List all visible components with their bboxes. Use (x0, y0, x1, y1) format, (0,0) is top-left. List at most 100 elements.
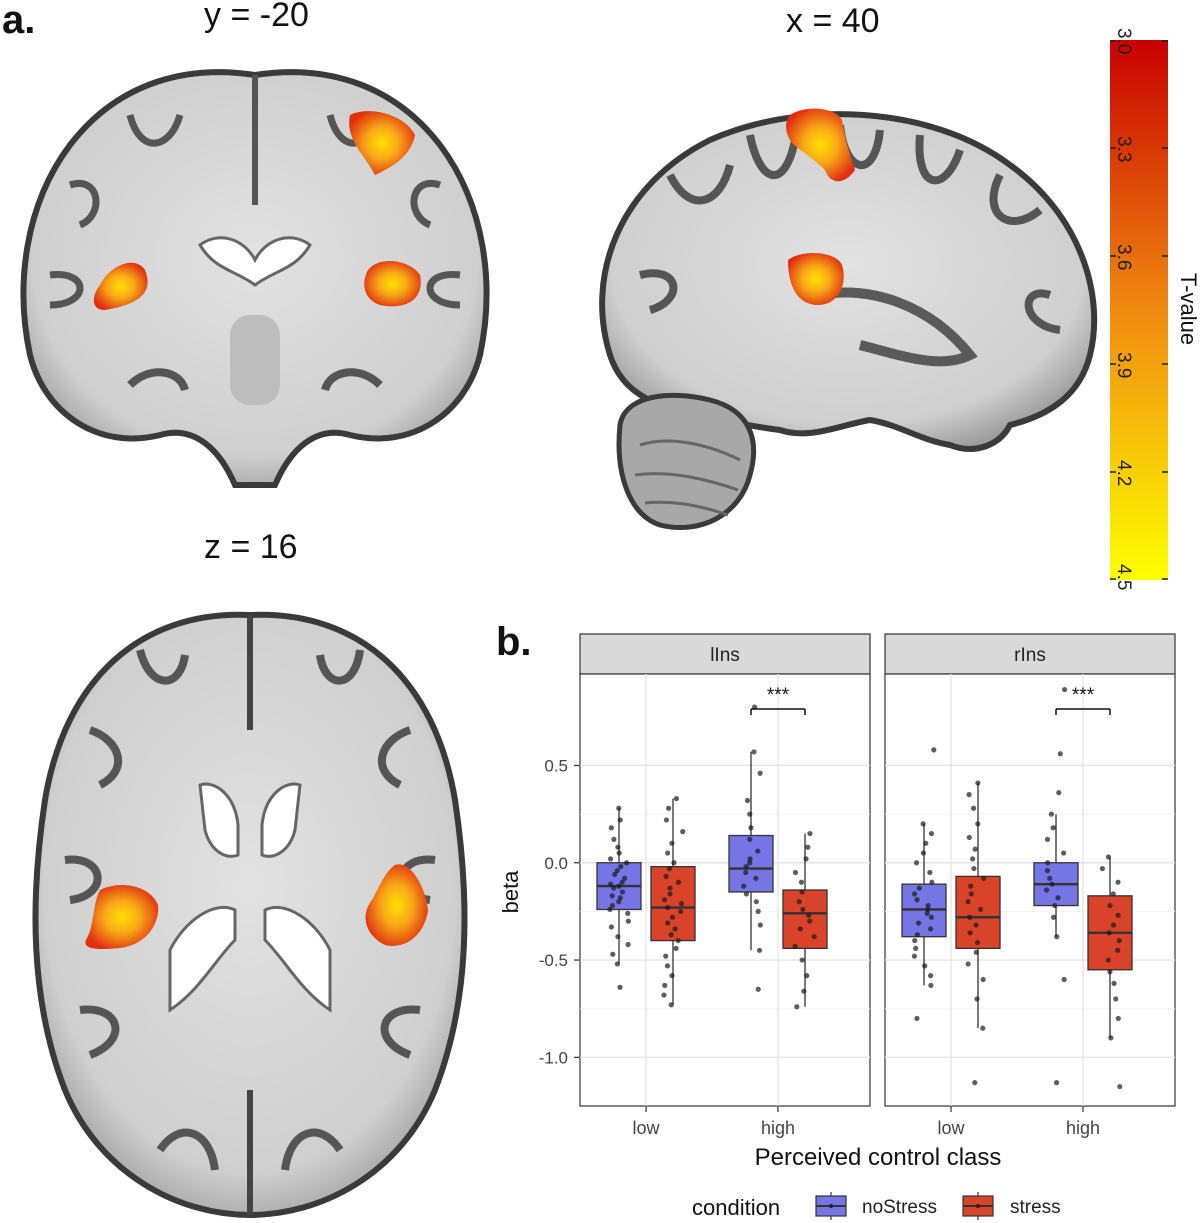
data-point (923, 840, 929, 846)
data-point (1061, 976, 1067, 983)
data-point (755, 908, 761, 915)
data-point (671, 860, 677, 866)
data-point (608, 924, 615, 930)
panel-b-label: b. (496, 620, 532, 664)
box-body (782, 889, 828, 950)
sagittal-brain-slice (599, 108, 1098, 531)
legend-key-stress (962, 1192, 994, 1220)
data-point (744, 797, 751, 804)
data-point (755, 986, 761, 992)
data-point (617, 817, 623, 823)
data-point (1107, 902, 1113, 909)
data-point (811, 934, 817, 940)
data-point (747, 811, 753, 817)
data-point (611, 836, 617, 843)
legend-label-nostress: noStress (862, 1197, 937, 1218)
data-point (1048, 811, 1054, 817)
data-point (973, 949, 979, 955)
data-point (974, 996, 980, 1002)
data-point (794, 1004, 800, 1010)
data-point (669, 914, 676, 920)
data-point (609, 902, 616, 909)
data-point (922, 963, 928, 969)
data-point (1054, 934, 1060, 940)
data-point (755, 848, 761, 854)
data-point (672, 926, 678, 932)
x-tick-label: high (1066, 1118, 1100, 1138)
data-point (1047, 875, 1053, 881)
x-tick-label: low (632, 1118, 660, 1138)
data-point (913, 860, 920, 866)
data-point (664, 963, 671, 969)
data-point (800, 906, 806, 913)
box-rins-low-stress (955, 782, 1001, 1029)
data-point (615, 844, 621, 850)
facet-strip-label: rIns (1014, 645, 1046, 666)
data-point (1110, 922, 1117, 928)
data-point (966, 834, 972, 841)
data-point (1099, 865, 1106, 872)
coronal-brain-slice (20, 69, 490, 488)
data-point (1062, 686, 1068, 693)
data-point (665, 904, 671, 911)
data-point (913, 945, 919, 951)
data-point (807, 918, 813, 924)
significance-bracket: *** (750, 685, 806, 716)
data-point (1050, 825, 1056, 831)
data-point (1115, 912, 1121, 918)
data-point (663, 873, 669, 879)
data-point (927, 869, 933, 876)
colorbar-gradient (1110, 40, 1168, 580)
data-point (662, 982, 668, 988)
data-point (1053, 1080, 1060, 1086)
activation-blob (786, 108, 855, 182)
box-rins-low-nostress (901, 823, 947, 986)
data-point (617, 984, 623, 990)
data-point (1111, 980, 1117, 987)
facet-strip (884, 633, 1176, 675)
legend: condition noStress stress (692, 1192, 1061, 1220)
data-point (965, 899, 971, 905)
data-point (668, 1002, 674, 1008)
data-point (796, 899, 802, 905)
data-point (1049, 881, 1055, 887)
data-point (980, 976, 986, 983)
data-point (929, 879, 935, 885)
significance-label: *** (767, 685, 790, 706)
y-tick-label: 0.5 (544, 756, 568, 775)
data-point (911, 891, 918, 897)
activation-blob (788, 253, 844, 305)
data-point (616, 805, 622, 811)
colorbar-title: T-value (1176, 272, 1200, 346)
data-point (1105, 957, 1111, 963)
colorbar-tick-label: 3.0 (1113, 28, 1134, 55)
data-point (678, 908, 684, 915)
data-point (928, 973, 934, 979)
data-point (747, 860, 753, 866)
data-point (669, 840, 675, 846)
axial-brain-slice (32, 611, 468, 1219)
data-point (916, 885, 922, 891)
data-point (609, 893, 615, 899)
data-point (1057, 751, 1063, 757)
data-point (678, 901, 685, 907)
colorbar-tick-label: 3.9 (1113, 352, 1134, 379)
data-point (1052, 902, 1058, 909)
panel-a-label: a. (2, 0, 36, 42)
data-point (973, 922, 979, 928)
data-point (673, 945, 679, 951)
activation-blob (349, 111, 415, 175)
box-body (955, 875, 1001, 950)
y-axis-title: beta (498, 870, 523, 914)
data-point (797, 926, 803, 932)
data-point (928, 830, 935, 837)
box-lins-high-stress (782, 833, 828, 1007)
data-point (981, 875, 987, 881)
data-point (743, 864, 749, 870)
y-tick-label: 0.0 (544, 854, 568, 873)
data-point (920, 850, 926, 856)
data-point (616, 850, 622, 856)
data-point (611, 885, 617, 891)
data-point (751, 749, 757, 755)
data-point (757, 770, 763, 776)
